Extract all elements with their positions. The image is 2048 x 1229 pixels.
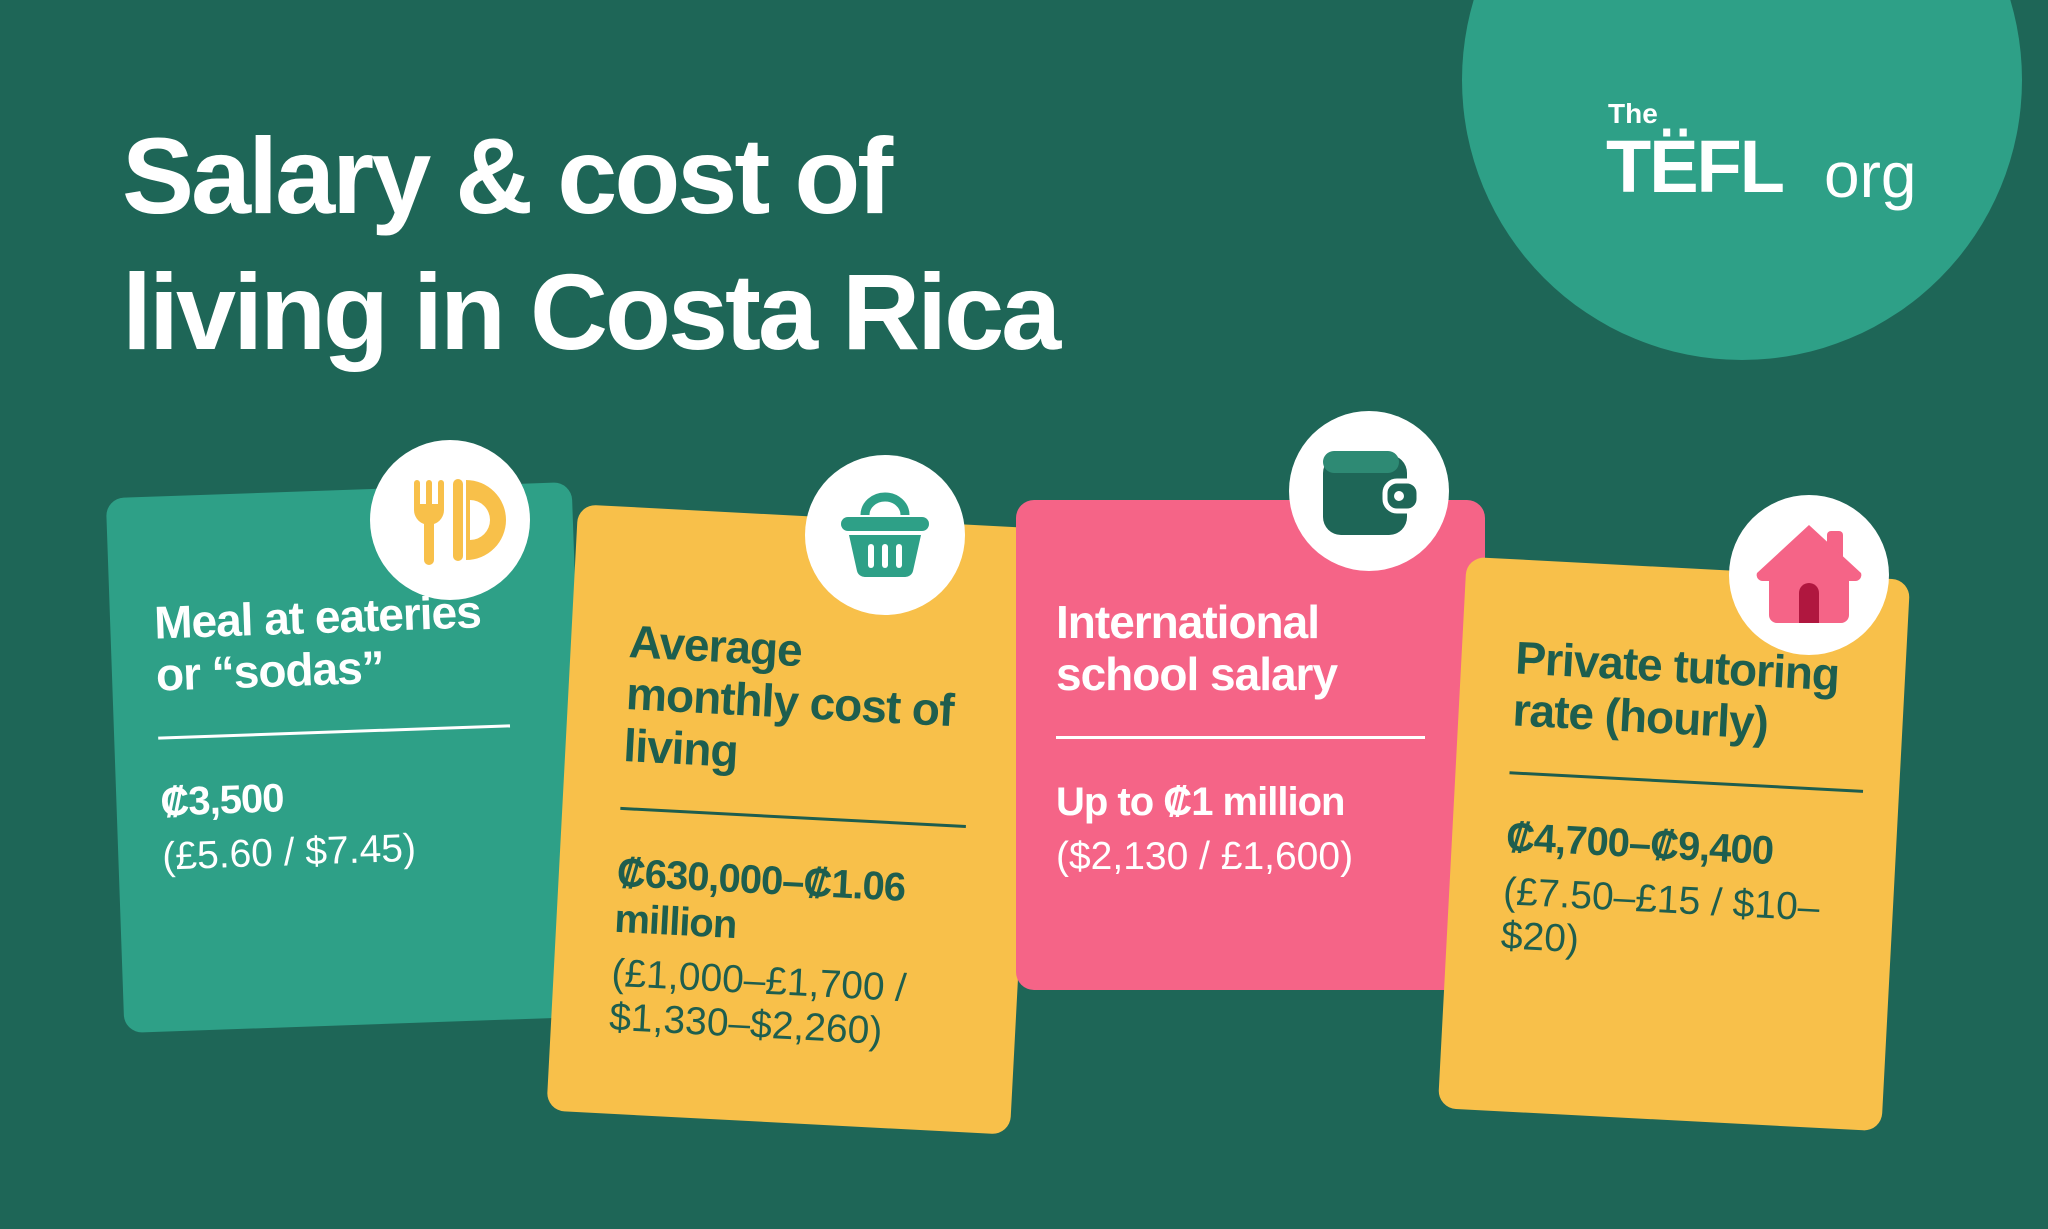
card-price: Up to ₡1 million: [1056, 780, 1345, 824]
divider: [158, 724, 511, 740]
card-price: ₡3,500: [159, 776, 285, 825]
logo-the: The: [1608, 98, 1658, 129]
icon-basket: [805, 455, 965, 615]
card-price: ₡630,000–₡1.06 million: [613, 850, 907, 948]
icon-wallet: [1289, 411, 1449, 571]
card-conversion: ($2,130 / £1,600): [1056, 835, 1354, 878]
divider: [1056, 736, 1425, 739]
card-conversion: (£7.50–£15 / $10–$20): [1499, 870, 1821, 962]
title-line: living in Costa Rica: [122, 251, 1061, 372]
divider: [1509, 771, 1864, 793]
logo-tefl: TËFL: [1606, 125, 1785, 208]
card-label: Average monthly cost of living: [622, 615, 955, 777]
card-price: ₡4,700–₡9,400: [1504, 815, 1775, 874]
logo-org: org: [1824, 139, 1917, 211]
title: Salary & cost of living in Costa Rica: [122, 108, 1061, 380]
card-label: Meal at eateries or “sodas”: [153, 585, 482, 701]
card: International school salary Up to ₡1 mil…: [1016, 500, 1485, 990]
icon-meal: [370, 440, 530, 600]
divider: [620, 806, 966, 829]
card-conversion: (£1,000–£1,700 / $1,330–$2,260): [608, 951, 908, 1053]
card-conversion: (£5.60 / $7.45): [161, 826, 417, 879]
icon-house: [1729, 495, 1889, 655]
card: Average monthly cost of living ₡630,000–…: [546, 504, 1042, 1135]
card-label: International school salary: [1056, 596, 1338, 700]
title-line: Salary & cost of: [122, 115, 893, 236]
